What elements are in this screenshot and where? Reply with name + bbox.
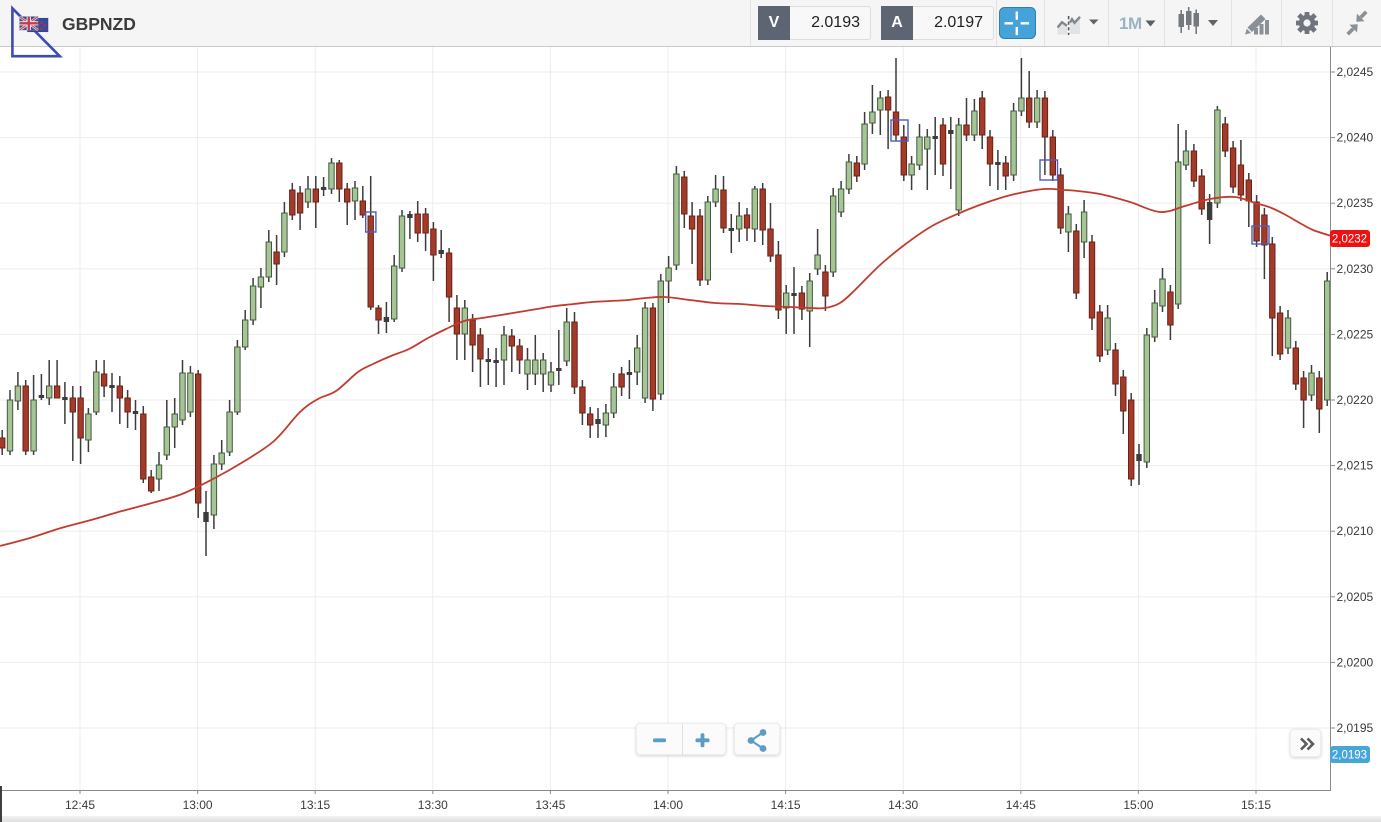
svg-text:2,0245: 2,0245 (1337, 65, 1374, 79)
svg-text:14:45: 14:45 (1006, 798, 1036, 812)
svg-text:2,0205: 2,0205 (1337, 590, 1374, 604)
svg-text:14:30: 14:30 (888, 798, 918, 812)
svg-text:2,0220: 2,0220 (1337, 393, 1374, 407)
svg-text:2,0210: 2,0210 (1337, 524, 1374, 538)
svg-text:2,0225: 2,0225 (1337, 327, 1374, 341)
svg-text:13:30: 13:30 (418, 798, 448, 812)
svg-text:2,0195: 2,0195 (1337, 721, 1374, 735)
svg-text:15:15: 15:15 (1241, 798, 1271, 812)
svg-text:2,0200: 2,0200 (1337, 655, 1374, 669)
svg-text:2,0232: 2,0232 (1332, 234, 1367, 246)
svg-text:2,0230: 2,0230 (1337, 262, 1374, 276)
svg-text:12:45: 12:45 (65, 798, 95, 812)
svg-text:14:15: 14:15 (771, 798, 801, 812)
svg-text:2,0240: 2,0240 (1337, 131, 1374, 145)
svg-text:13:45: 13:45 (535, 798, 565, 812)
svg-text:15:00: 15:00 (1123, 798, 1153, 812)
svg-text:13:15: 13:15 (300, 798, 330, 812)
svg-text:13:00: 13:00 (183, 798, 213, 812)
svg-text:2,0215: 2,0215 (1337, 459, 1374, 473)
svg-text:2,0235: 2,0235 (1337, 196, 1374, 210)
svg-text:14:00: 14:00 (653, 798, 683, 812)
svg-text:2,0193: 2,0193 (1332, 750, 1367, 762)
